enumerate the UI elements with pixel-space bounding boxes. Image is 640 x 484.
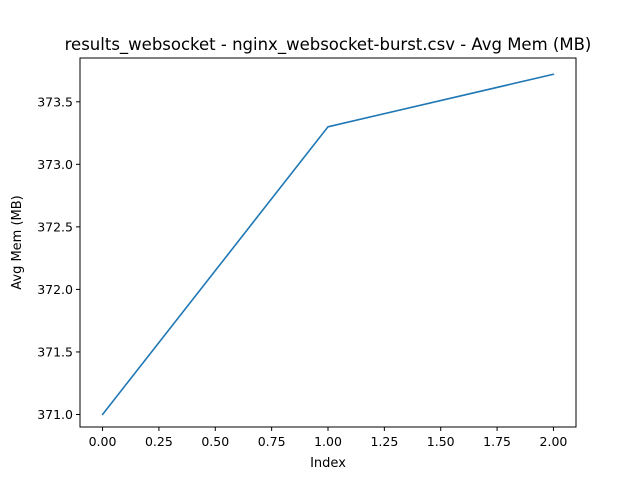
x-tick-label: 2.00	[540, 434, 568, 449]
y-tick-label: 373.0	[37, 157, 73, 172]
x-tick-label: 0.25	[145, 434, 173, 449]
plot-frame	[79, 57, 577, 428]
y-axis-label: Avg Mem (MB)	[10, 195, 25, 290]
x-tick-label: 1.50	[427, 434, 455, 449]
series-line	[101, 73, 555, 416]
y-tick-label: 371.5	[37, 344, 73, 359]
plot-area	[79, 57, 577, 428]
x-tick-label: 1.25	[370, 434, 398, 449]
x-tick-label: 0.75	[258, 434, 286, 449]
x-tick-label: 0.00	[89, 434, 117, 449]
chart-title: results_websocket - nginx_websocket-burs…	[65, 35, 592, 55]
y-tick-label: 372.5	[37, 219, 73, 234]
x-tick-label: 1.75	[483, 434, 511, 449]
series-layer	[101, 73, 555, 416]
y-axis: 371.0 371.5 372.0 372.5 373.0 373.5	[37, 94, 80, 422]
y-tick-label: 371.0	[37, 407, 73, 422]
x-tick-label: 0.50	[201, 434, 229, 449]
y-tick-label: 373.5	[37, 94, 73, 109]
x-tick-label: 1.00	[314, 434, 342, 449]
y-tick-label: 372.0	[37, 282, 73, 297]
x-axis-label: Index	[310, 456, 346, 471]
x-axis: 0.00 0.25 0.50 0.75 1.00 1.25 1.50 1.75 2.00	[89, 427, 568, 449]
